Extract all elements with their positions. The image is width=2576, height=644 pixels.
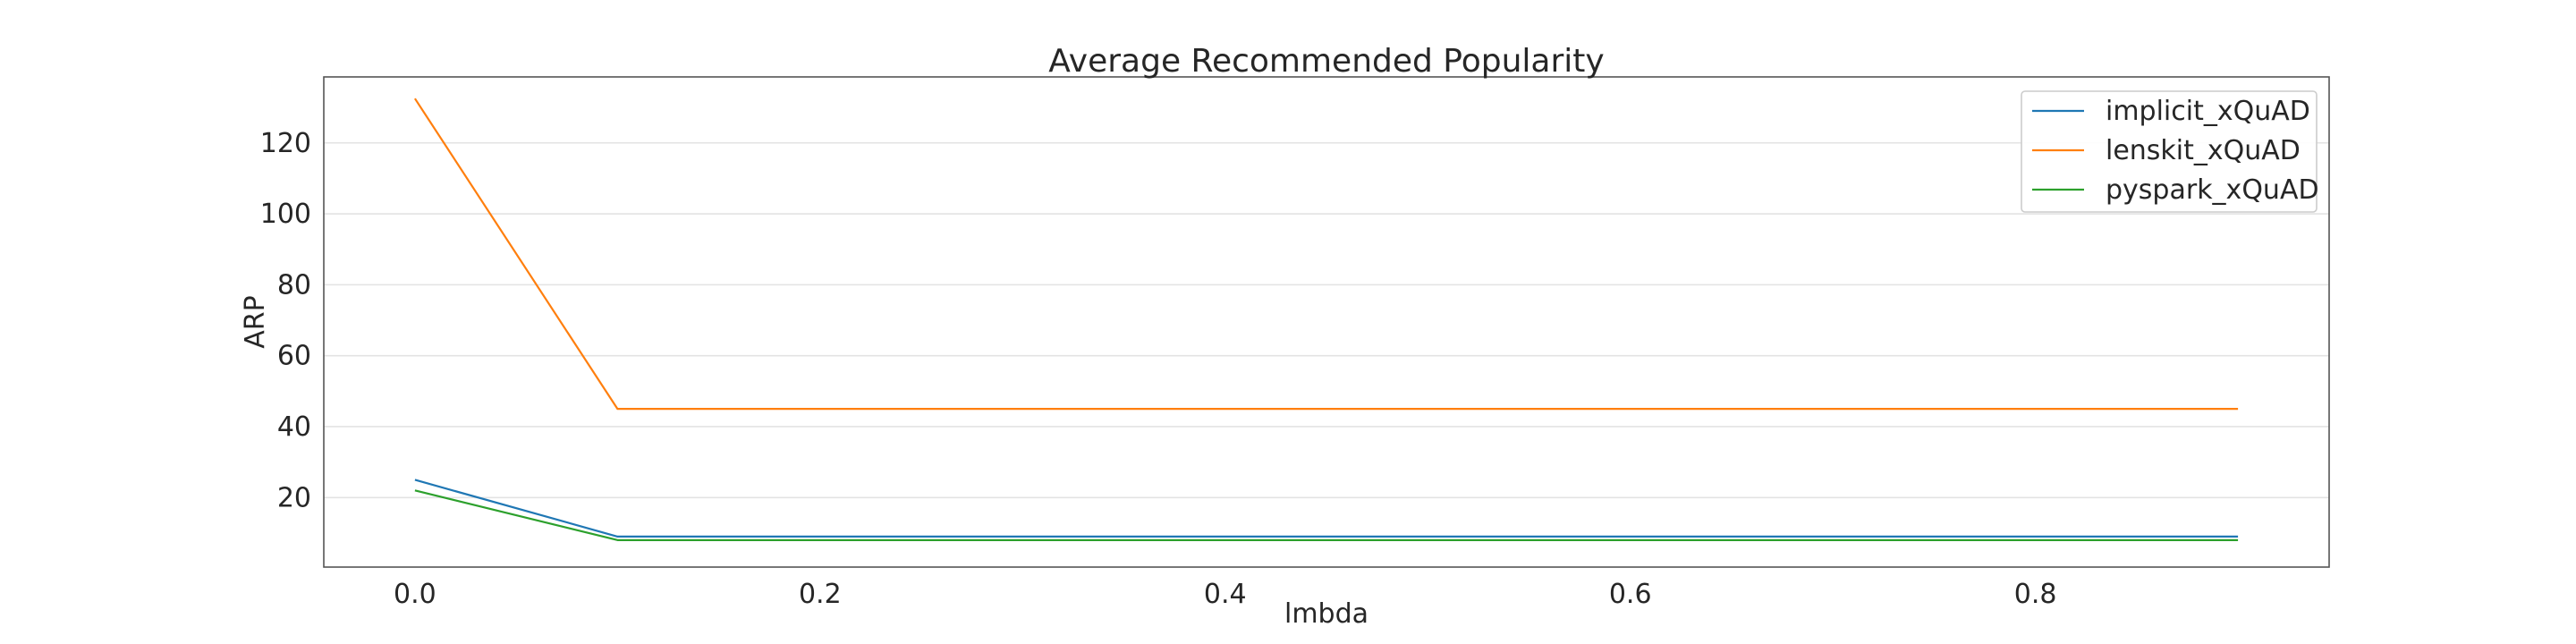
series-line-pyspark_xQuAD — [414, 489, 2239, 541]
legend-box — [2021, 90, 2318, 213]
x-axis-ticks: 0.0 0.2 0.4 0.6 0.8 — [394, 579, 2056, 610]
y-tick-label-100: 100 — [260, 199, 311, 230]
x-tick-label-1: 0.2 — [799, 579, 842, 610]
x-tick-label-2: 0.4 — [1204, 579, 1247, 610]
legend-label-pyspark_xQuAD: pyspark_xQuAD — [2106, 174, 2319, 206]
series-lines — [413, 97, 2239, 541]
plot-frame — [323, 76, 2330, 568]
legend-label-lenskit_xQuAD: lenskit_xQuAD — [2106, 135, 2301, 166]
series-line-implicit_xQuAD — [414, 479, 2239, 538]
y-tick-label-20: 20 — [277, 482, 311, 513]
y-axis-label: ARP — [240, 295, 271, 348]
series-line-lenskit_xQuAD — [413, 97, 2239, 411]
y-tick-label-40: 40 — [277, 411, 311, 443]
legend: implicit_xQuAD lenskit_xQuAD pyspark_xQuAD — [2021, 90, 2319, 213]
y-tick-label-80: 80 — [277, 269, 311, 301]
grid-lines — [324, 141, 2329, 499]
y-tick-label-120: 120 — [260, 128, 311, 159]
chart-title: Average Recommended Popularity — [1048, 43, 1604, 80]
x-tick-label-3: 0.6 — [1609, 579, 1652, 610]
legend-label-implicit_xQuAD: implicit_xQuAD — [2106, 96, 2310, 127]
y-axis-ticks: 20 40 60 80 100 120 — [260, 128, 311, 514]
x-tick-label-4: 0.8 — [2014, 579, 2057, 610]
y-tick-label-60: 60 — [277, 341, 311, 372]
x-tick-label-0: 0.0 — [394, 579, 436, 610]
x-axis-label: lmbda — [1284, 598, 1368, 630]
